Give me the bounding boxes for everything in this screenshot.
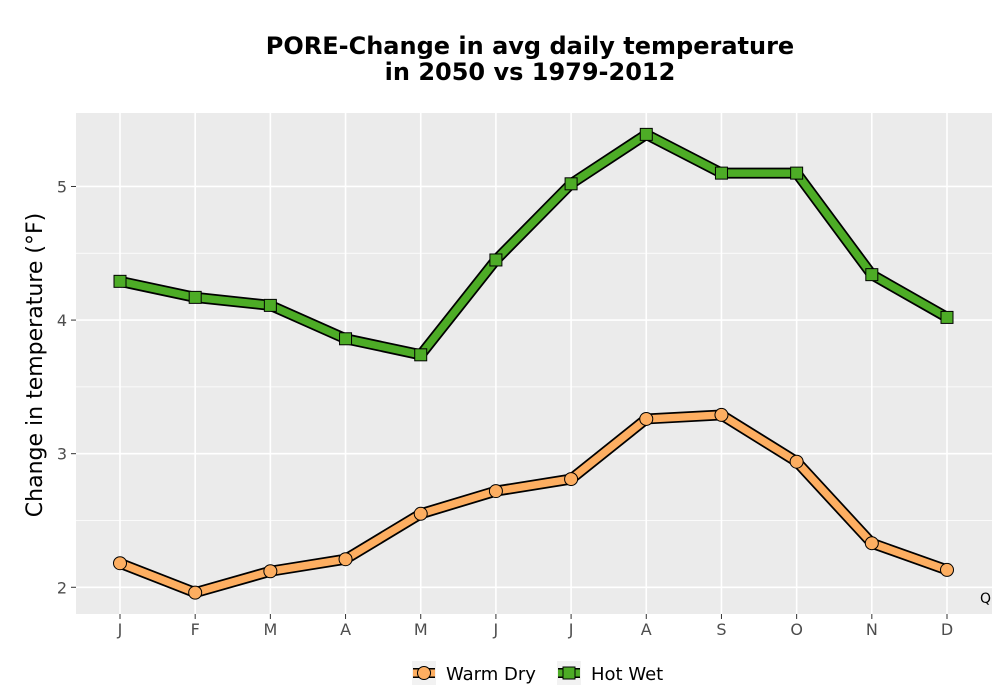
data-point [714,166,728,180]
x-tick-label: J [568,620,574,639]
data-point [940,562,954,577]
x-tick-label: D [941,620,953,639]
x-tick-label: J [117,620,123,639]
data-point [714,407,729,422]
legend-label: Hot Wet [591,664,663,685]
x-tick-label: A [641,620,652,639]
x-tick-label: M [263,620,277,639]
data-point [562,666,576,680]
x-tick-label: J [493,620,499,639]
series-line [116,130,951,359]
y-tick-label: 3 [57,445,67,464]
series-layer [113,127,954,600]
chart-title-line-1: PORE-Change in avg daily temperature [266,32,794,60]
data-point [338,552,353,567]
y-tick-label: 4 [57,311,67,330]
corner-label: Q [980,591,991,607]
data-point [417,666,431,680]
data-point [790,166,804,180]
data-point [188,585,203,600]
legend: Warm Dry Hot Wet [412,661,663,685]
data-point [188,290,202,304]
data-point [414,348,428,362]
y-tick-label: 2 [57,578,67,597]
data-point [113,274,127,288]
data-point [789,454,804,469]
data-point [564,177,578,191]
data-point [263,298,277,312]
data-point [564,472,579,487]
data-point [639,411,654,426]
series-line [116,411,951,597]
legend-item-hot-wet: Hot Wet [557,661,663,685]
axis-labels: 2 3 4 5 J F M A M J J A S O N D [57,177,953,639]
y-tick-label: 5 [57,177,67,196]
x-tick-label: S [716,620,726,639]
data-point [488,484,503,499]
data-point [489,253,503,267]
data-point [263,564,278,579]
x-tick-label: F [191,620,200,639]
y-axis-title: Change in temperature (°F) [23,213,48,517]
x-tick-label: A [340,620,351,639]
x-tick-label: N [866,620,878,639]
data-point [865,268,879,282]
x-tick-label: M [414,620,428,639]
legend-label: Warm Dry [446,664,536,685]
grid-lines [76,113,992,614]
x-tick-label: O [790,620,803,639]
series-warm-dry [113,407,954,600]
data-point [864,536,879,551]
data-point [413,506,428,521]
data-point [639,127,653,141]
data-point [339,332,353,346]
data-point [113,556,127,571]
legend-item-warm-dry: Warm Dry [412,661,536,685]
chart-title-line-2: in 2050 vs 1979-2012 [385,58,676,86]
series-hot-wet [113,127,954,362]
data-point [940,310,954,324]
plot-panel [76,113,992,614]
